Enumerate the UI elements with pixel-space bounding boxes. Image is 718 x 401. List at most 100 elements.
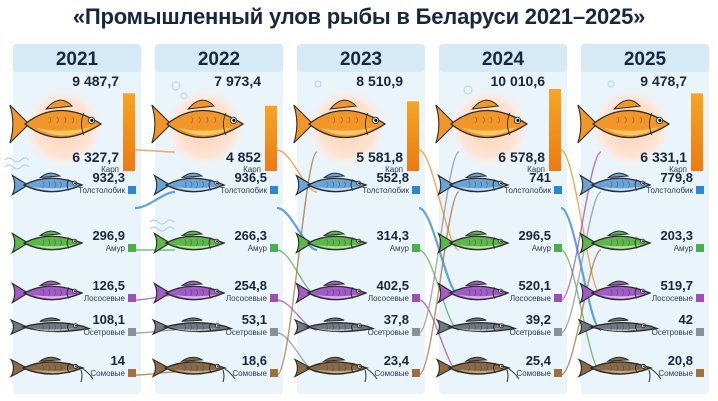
category-name-label: Лососевые: [84, 294, 126, 303]
category-value-label: 18,6: [242, 353, 267, 368]
category-value-label: 25,4: [526, 353, 552, 368]
category-value-label: 14: [111, 353, 126, 368]
catfish-icon: [151, 356, 236, 383]
category-swatch: [696, 294, 704, 302]
flow-line: [560, 249, 602, 376]
category-name-label: Амур: [674, 244, 694, 253]
category-swatch: [412, 294, 420, 302]
carp-total-label: 9 478,7: [640, 73, 687, 89]
category-value-label: 53,1: [242, 312, 267, 327]
category-value-label: 552,8: [376, 170, 409, 185]
sturgeon-icon: [293, 317, 376, 336]
carp-value-label: 6 331,1: [640, 149, 687, 165]
sturgeon-icon: [9, 317, 92, 336]
category-swatch: [554, 294, 562, 302]
category-value-label: 932,3: [92, 170, 125, 185]
category-swatch: [412, 328, 420, 336]
catfish-icon: [9, 356, 94, 383]
bubble-decoration: [171, 81, 181, 91]
category-name-label: Толстолобик: [220, 186, 267, 195]
category-swatch: [412, 186, 420, 194]
category-swatch: [128, 186, 136, 194]
sturgeon-icon: [577, 317, 660, 336]
category-value-label: 779,8: [660, 170, 693, 185]
carp-total-bar: [123, 93, 135, 171]
category-name-label: Сомовые: [516, 369, 551, 378]
category-value-label: 23,4: [384, 353, 410, 368]
category-value-label: 402,5: [376, 278, 409, 293]
category-swatch: [270, 244, 278, 252]
carp-total-label: 8 510,9: [356, 73, 403, 89]
carp-total-label: 9 487,7: [72, 73, 119, 89]
category-value-label: 296,9: [92, 228, 125, 243]
category-swatch: [128, 244, 136, 252]
carp-value-label: 6 578,8: [498, 149, 545, 165]
carp-value-label: 5 581,8: [356, 149, 403, 165]
year-header: [13, 44, 141, 72]
category-name-label: Лососевые: [226, 294, 268, 303]
year-label: 2022: [198, 49, 240, 70]
category-value-label: 741: [529, 170, 551, 185]
carp-total-label: 7 973,4: [214, 73, 261, 89]
carp-category-label: Карп: [243, 165, 261, 174]
category-name-label: Толстолобик: [362, 186, 409, 195]
category-name-label: Амур: [106, 244, 126, 253]
sturgeon-icon: [151, 317, 234, 336]
page-title: «Промышленный улов рыбы в Беларуси 2021–…: [72, 4, 646, 29]
category-swatch: [696, 244, 704, 252]
wave-decoration: [4, 164, 30, 170]
carp-total-bar: [549, 89, 561, 171]
year-label: 2024: [482, 49, 525, 70]
category-value-label: 266,3: [234, 228, 267, 243]
grass-carp-icon: [11, 230, 84, 254]
flow-line: [134, 190, 176, 210]
category-value-label: 296,5: [518, 228, 551, 243]
year-label: 2025: [624, 49, 667, 70]
year-header: [297, 44, 425, 72]
category-name-label: Толстолобик: [78, 186, 125, 195]
carp-value-label: 4 852: [226, 149, 261, 165]
carp-icon: [435, 99, 529, 144]
year-label: 2023: [340, 49, 382, 70]
category-name-label: Осетровые: [226, 328, 268, 337]
carp-category-label: Карп: [385, 165, 403, 174]
category-name-label: Лососевые: [510, 294, 552, 303]
flow-line: [276, 206, 318, 252]
carp-icon: [293, 99, 387, 144]
category-swatch: [270, 369, 278, 377]
category-name-label: Сомовые: [90, 369, 125, 378]
salmon-icon: [153, 280, 226, 304]
category-value-label: 20,8: [668, 353, 693, 368]
category-name-label: Толстолобик: [646, 186, 693, 195]
catfish-icon: [577, 356, 662, 383]
category-swatch: [128, 369, 136, 377]
grass-carp-icon: [153, 230, 226, 254]
flow-line: [418, 151, 460, 334]
category-value-label: 42: [679, 312, 693, 327]
category-value-label: 519,7: [660, 278, 693, 293]
flow-line: [276, 151, 318, 376]
category-value-label: 39,2: [526, 312, 551, 327]
bubble-decoration: [314, 80, 322, 88]
silver-carp-icon: [153, 172, 226, 196]
carp-total-bar: [265, 105, 277, 171]
grass-carp-icon: [295, 230, 368, 254]
category-name-label: Лососевые: [368, 294, 410, 303]
silver-carp-icon: [579, 172, 652, 196]
year-label: 2021: [56, 49, 99, 70]
silver-carp-icon: [11, 172, 84, 196]
category-swatch: [412, 244, 420, 252]
category-value-label: 520,1: [518, 278, 551, 293]
category-swatch: [270, 186, 278, 194]
category-name-label: Толстолобик: [504, 186, 551, 195]
grass-carp-icon: [579, 230, 652, 254]
category-value-label: 314,3: [376, 228, 409, 243]
carp-icon: [577, 99, 671, 144]
carp-total-bar: [407, 101, 419, 171]
category-swatch: [270, 328, 278, 336]
category-name-label: Амур: [532, 244, 552, 253]
flow-line: [418, 149, 460, 251]
catfish-icon: [435, 356, 520, 383]
category-swatch: [554, 328, 562, 336]
